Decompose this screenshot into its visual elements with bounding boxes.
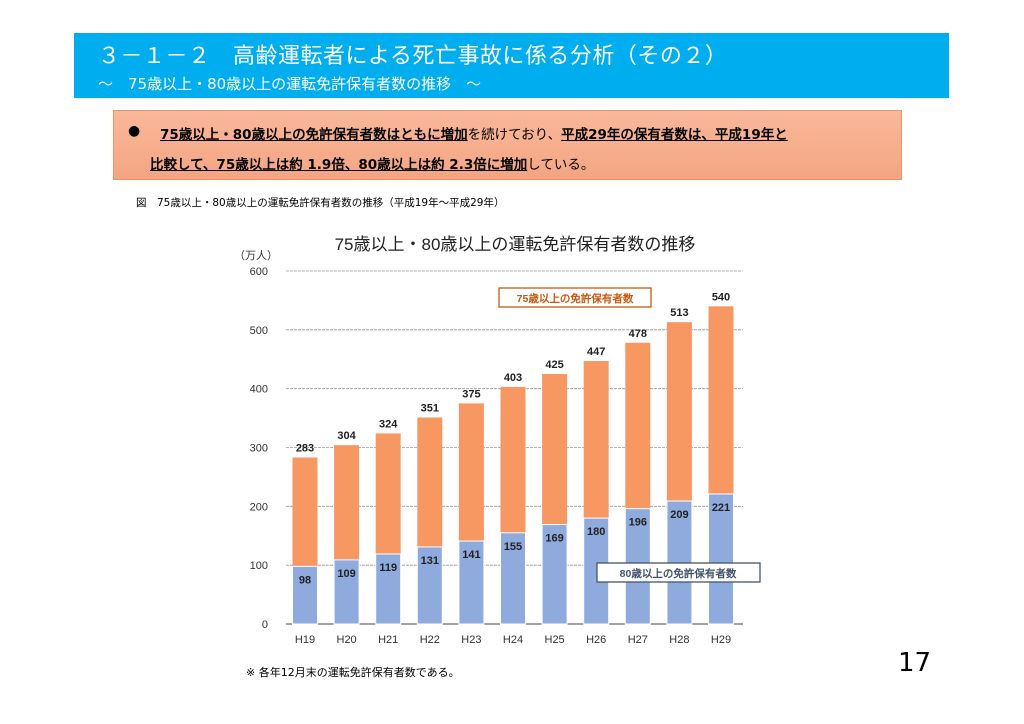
data-label-75-plus: 425 — [545, 359, 563, 371]
legend-label-75-plus: 75歳以上の免許保有者数 — [517, 292, 634, 305]
x-tick-label: H21 — [378, 634, 398, 646]
data-label-75-plus: 283 — [296, 443, 314, 455]
x-tick-label: H26 — [586, 634, 606, 646]
summary-line-2: 比較して、75歳以上は約 1.9倍、80歳以上は約 2.3倍に増加している。 — [150, 153, 594, 173]
legend-box-80-plus — [596, 562, 761, 583]
footnote: ※ 各年12月末の運転免許保有者数である。 — [246, 666, 460, 679]
page-subtitle: ～ 75歳以上・80歳以上の運転免許保有者数の推移 ～ — [98, 75, 482, 93]
page-title: ３－１－２ 高齢運転者による死亡事故に係る分析（その２） — [98, 44, 728, 69]
x-tick-label: H29 — [711, 634, 731, 646]
data-label-80-plus: 221 — [712, 502, 730, 514]
page-number: 17 — [898, 648, 932, 678]
bar-80-plus — [292, 565, 318, 625]
data-label-80-plus: 169 — [545, 533, 563, 545]
data-label-80-plus: 119 — [379, 562, 397, 574]
x-tick-label: H27 — [628, 634, 648, 646]
summary-emphasis: 比較して、75歳以上は約 1.9倍、80歳以上は約 2.3倍に増加 — [150, 157, 528, 173]
data-label-75-plus: 403 — [504, 372, 522, 384]
summary-text: を続けており、 — [467, 127, 562, 143]
summary-emphasis: 平成29年の保有者数は、平成19年と — [561, 127, 788, 143]
y-tick-label: 400 — [250, 384, 268, 396]
x-tick-label: H20 — [337, 634, 357, 646]
data-label-75-plus: 324 — [379, 418, 398, 430]
x-tick-label: H25 — [545, 634, 565, 646]
summary-emphasis: 75歳以上・80歳以上の免許保有者数はともに増加 — [160, 127, 468, 143]
data-label-75-plus: 513 — [670, 307, 688, 319]
bar-80-plus — [333, 559, 360, 625]
data-label-80-plus: 180 — [587, 526, 605, 538]
title-banner: ３－１－２ 高齢運転者による死亡事故に係る分析（その２） ～ 75歳以上・80歳… — [74, 33, 949, 98]
y-tick-label: 500 — [250, 325, 268, 337]
y-axis-unit: （万人） — [234, 249, 278, 262]
summary-text: している。 — [527, 157, 595, 173]
bar-80-plus — [708, 493, 734, 625]
bar-80-plus — [458, 540, 485, 625]
x-tick-label: H24 — [503, 634, 523, 646]
data-label-80-plus: 131 — [421, 555, 439, 567]
legend-box-75-plus — [498, 287, 652, 308]
chart-title: 75歳以上・80歳以上の運転免許保有者数の推移 — [335, 235, 696, 254]
x-tick-label: H28 — [669, 634, 689, 646]
data-label-80-plus: 141 — [462, 549, 480, 561]
data-label-75-plus: 304 — [337, 430, 356, 442]
y-tick-label: 200 — [250, 501, 268, 513]
y-tick-label: 100 — [250, 560, 268, 572]
data-label-80-plus: 196 — [629, 517, 647, 529]
data-label-80-plus: 109 — [337, 568, 355, 580]
data-label-75-plus: 478 — [629, 328, 647, 340]
data-label-75-plus: 351 — [421, 402, 439, 414]
data-label-75-plus: 540 — [712, 291, 730, 303]
bar-80-plus — [416, 546, 443, 625]
bar-80-plus — [541, 524, 568, 625]
x-tick-label: H19 — [295, 634, 315, 646]
data-label-75-plus: 375 — [462, 388, 480, 400]
bullet-icon: ● — [128, 123, 141, 139]
summary-box: ● 75歳以上・80歳以上の免許保有者数はともに増加を続けており、平成29年の保… — [113, 110, 902, 180]
y-tick-label: 300 — [250, 443, 268, 455]
data-label-80-plus: 98 — [299, 574, 311, 586]
summary-line-1: 75歳以上・80歳以上の免許保有者数はともに増加を続けており、平成29年の保有者… — [160, 123, 788, 143]
figure-caption: 図 75歳以上・80歳以上の運転免許保有者数の推移（平成19年～平成29年） — [136, 197, 505, 209]
data-label-75-plus: 447 — [587, 346, 605, 358]
legend-label-80-plus: 80歳以上の免許保有者数 — [620, 567, 737, 580]
data-label-80-plus: 209 — [670, 509, 688, 521]
data-label-80-plus: 155 — [504, 541, 522, 553]
bar-80-plus — [375, 553, 402, 625]
x-tick-label: H22 — [420, 634, 440, 646]
y-tick-label: 0 — [262, 619, 268, 631]
bar-80-plus — [500, 532, 526, 625]
x-tick-label: H23 — [461, 634, 481, 646]
y-tick-label: 600 — [250, 266, 268, 278]
